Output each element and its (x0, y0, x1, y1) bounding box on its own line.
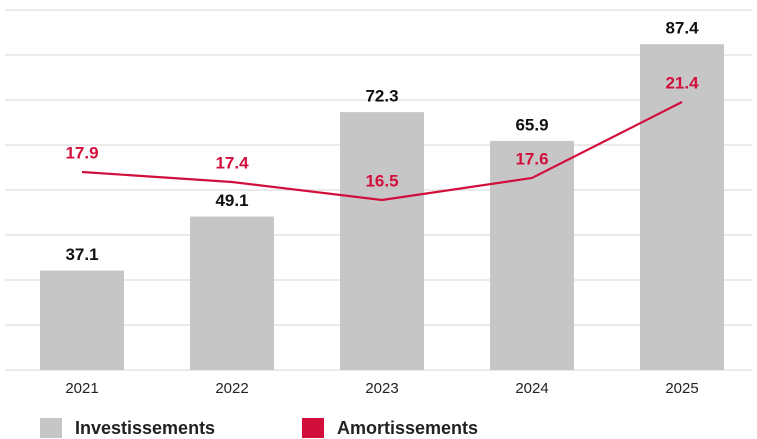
line-series (81, 101, 683, 202)
bar (40, 270, 124, 370)
bar (190, 216, 274, 370)
legend-swatch (302, 418, 324, 438)
line-value-label: 17.4 (215, 153, 249, 172)
x-tick-label: 2023 (365, 380, 398, 397)
bar-value-label: 72.3 (365, 87, 398, 106)
x-tick-label: 2024 (515, 380, 548, 397)
legend-swatch (40, 418, 62, 438)
x-tick-label: 2022 (215, 380, 248, 397)
bar-value-label: 65.9 (515, 115, 548, 134)
x-tick-label: 2025 (665, 380, 698, 397)
line-value-label: 16.5 (365, 171, 398, 190)
bar-value-label: 49.1 (215, 191, 248, 210)
bar-value-label: 87.4 (665, 19, 699, 38)
bar (340, 112, 424, 371)
line-value-label: 17.6 (515, 149, 548, 168)
line-value-label: 21.4 (665, 73, 699, 92)
bar (640, 44, 724, 370)
legend-label: Investissements (75, 418, 215, 438)
bar (490, 140, 574, 370)
bar-value-label: 37.1 (65, 245, 98, 264)
line-value-label: 17.9 (65, 143, 98, 162)
legend-label: Amortissements (337, 418, 478, 438)
x-tick-label: 2021 (65, 380, 98, 397)
